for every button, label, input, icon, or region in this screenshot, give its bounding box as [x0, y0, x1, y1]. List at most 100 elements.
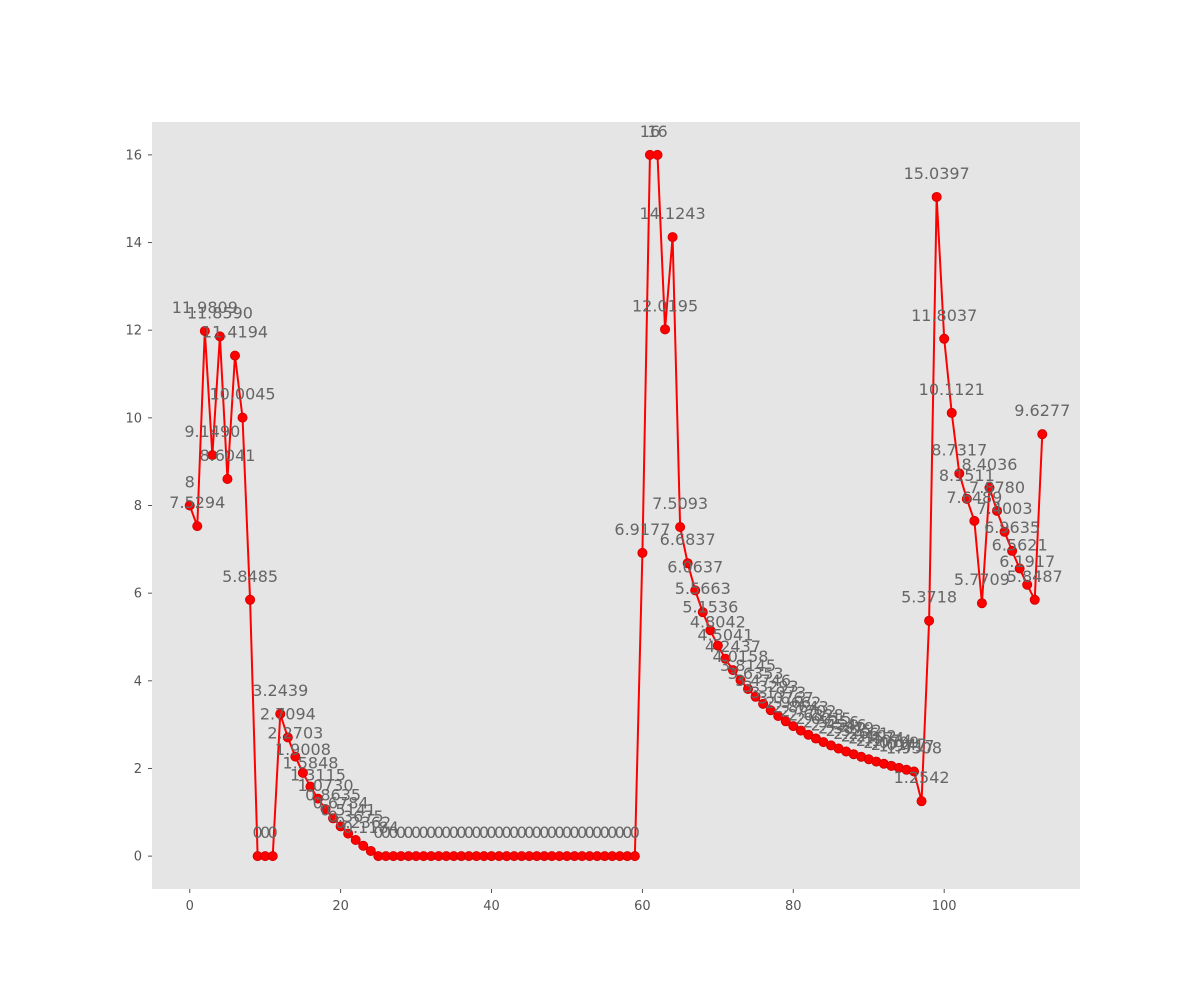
data-points — [184, 149, 1048, 862]
data-label: 0 — [584, 823, 594, 842]
data-point — [969, 515, 980, 526]
data-label: 2.4546 — [811, 716, 867, 735]
data-point — [984, 482, 995, 493]
data-point — [629, 851, 640, 862]
data-point — [690, 585, 701, 596]
data-label: 8.1511 — [939, 466, 995, 485]
data-point — [735, 675, 746, 686]
data-label: 0 — [607, 823, 617, 842]
data-label: 0.1184 — [343, 818, 399, 837]
data-label: 6.1917 — [999, 552, 1055, 571]
data-point — [939, 333, 950, 344]
data-label: 0 — [630, 823, 640, 842]
data-label: 0 — [419, 823, 429, 842]
x-tick-label: 20 — [332, 899, 349, 914]
data-label: 0.5141 — [320, 801, 376, 820]
data-label: 2.8643 — [773, 698, 829, 717]
data-label: 0 — [547, 823, 557, 842]
data-label: 0 — [532, 823, 542, 842]
data-label: 2.2102 — [841, 726, 897, 745]
data-label: 3.1973 — [750, 683, 806, 702]
data-label: 2.7702 — [780, 702, 836, 721]
data-point — [350, 835, 361, 846]
data-label: 2.3252 — [826, 721, 882, 740]
y-tick-label: 0 — [134, 850, 142, 865]
data-labels: 87.5294 11.9809 9.1490 11.8590 8.6041 11.4194… — [169, 122, 1070, 842]
data-point — [328, 813, 339, 824]
data-label: 0 — [600, 823, 610, 842]
data-point — [1022, 579, 1033, 590]
data-label: 0 — [388, 823, 398, 842]
data-label: 4.5041 — [697, 626, 753, 645]
data-label: 0 — [592, 823, 602, 842]
data-label: 3.6353 — [728, 664, 784, 683]
data-point — [788, 721, 799, 732]
data-label: 0 — [554, 823, 564, 842]
data-point — [675, 522, 686, 533]
data-label: 0.3675 — [328, 807, 384, 826]
y-tick-label: 6 — [134, 587, 142, 602]
plot-area — [152, 122, 1080, 889]
data-label: 0 — [253, 823, 263, 842]
data-point — [909, 766, 920, 777]
data-label: 0 — [539, 823, 549, 842]
data-label: 0 — [486, 823, 496, 842]
data-label: 5.3718 — [901, 588, 957, 607]
x-tick-label: 40 — [483, 899, 500, 914]
data-label: 2.1574 — [848, 729, 904, 748]
data-label: 0 — [396, 823, 406, 842]
data-label: 15.0397 — [904, 164, 970, 183]
data-point — [924, 615, 935, 626]
data-label: 6.5621 — [992, 536, 1048, 555]
data-point — [999, 526, 1010, 537]
data-label: 2.2703 — [267, 724, 323, 743]
data-point — [207, 450, 218, 461]
data-point — [192, 521, 203, 532]
data-point — [290, 751, 301, 762]
data-point — [652, 149, 663, 160]
data-label: 6.9177 — [614, 520, 670, 539]
data-point — [229, 350, 240, 361]
y-tick-label: 16 — [125, 148, 142, 163]
data-label: 2.6828 — [788, 706, 844, 725]
data-label: 10.1121 — [919, 380, 985, 399]
data-label: 7.8780 — [969, 478, 1025, 497]
data-label: 2.5256 — [803, 712, 859, 731]
data-point — [795, 725, 806, 736]
data-point — [199, 326, 210, 337]
data-point — [184, 500, 195, 511]
x-tick-label: 100 — [932, 899, 957, 914]
data-point — [946, 407, 957, 418]
data-label: 0.2362 — [335, 813, 391, 832]
data-point — [954, 468, 965, 479]
y-tick-label: 12 — [125, 324, 142, 339]
data-label: 7.5294 — [169, 493, 225, 512]
data-label: 1.2542 — [894, 768, 950, 787]
data-label: 2.1074 — [856, 731, 912, 750]
data-label: 9.1490 — [184, 422, 240, 441]
data-label: 2.6015 — [795, 709, 851, 728]
data-label: 0 — [426, 823, 436, 842]
data-label: 6.9635 — [984, 518, 1040, 537]
data-point — [758, 698, 769, 709]
data-point — [365, 845, 376, 856]
data-label: 3.0767 — [758, 688, 814, 707]
data-point — [245, 594, 256, 605]
data-point — [267, 851, 278, 862]
data-point — [976, 598, 987, 609]
x-tick-label: 60 — [634, 899, 651, 914]
data-point — [660, 324, 671, 335]
data-label: 0 — [403, 823, 413, 842]
y-tick-label: 2 — [134, 762, 142, 777]
data-point — [705, 625, 716, 636]
data-label: 0 — [441, 823, 451, 842]
data-label: 0 — [373, 823, 383, 842]
y-tick-label: 4 — [134, 674, 142, 689]
data-label: 6.6837 — [660, 530, 716, 549]
data-label: 8.4036 — [961, 455, 1017, 474]
data-label: 7.4003 — [977, 499, 1033, 518]
data-point — [780, 716, 791, 727]
data-label: 16 — [640, 122, 660, 141]
